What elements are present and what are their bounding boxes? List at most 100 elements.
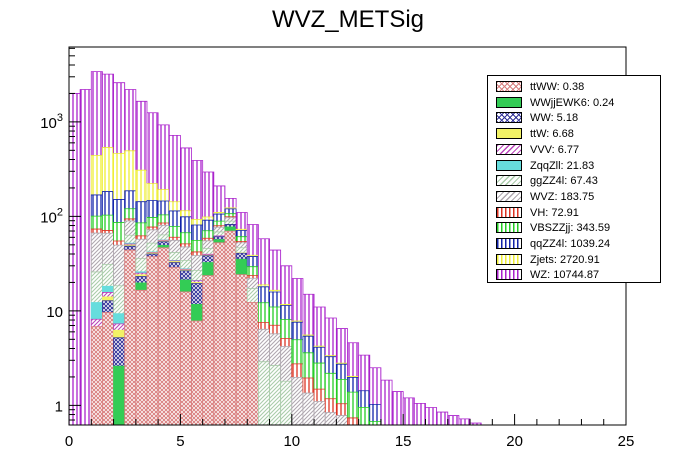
bar-wvz-bin-21 <box>302 393 315 425</box>
bar-ww-bin-11 <box>191 283 203 305</box>
bar-wz-bin-0 <box>69 93 81 425</box>
bar-wvz-bin-5 <box>124 220 136 236</box>
bar-vh-bin-8 <box>158 223 170 226</box>
bar-vbszzjj-bin-14 <box>224 213 237 217</box>
bar-wvz-bin-17 <box>258 329 270 362</box>
bar-wz-bin-5 <box>124 89 136 151</box>
bar-wz-bin-32 <box>425 407 437 425</box>
bar-qqzz4l-bin-10 <box>180 216 192 233</box>
bar-qqzz4l-bin-22 <box>314 347 326 364</box>
bar-vbszzjj-bin-16 <box>247 266 259 276</box>
bar-ttw-bin-10 <box>180 270 192 271</box>
bar-wz-bin-2 <box>91 71 103 156</box>
bar-ggzz4l-bin-2 <box>91 271 103 303</box>
legend-label: VBSZZjj: 343.59 <box>530 222 611 235</box>
bar-vh-bin-4 <box>113 241 125 246</box>
bar-ttww-bin-5 <box>124 250 136 425</box>
bar-zqqzll-bin-3 <box>102 286 114 293</box>
chart-title: WVZ_METSig <box>271 6 424 33</box>
bar-zjets-bin-4 <box>113 153 125 200</box>
bar-wz-bin-27 <box>369 367 381 405</box>
bar-ttww-bin-13 <box>213 242 225 425</box>
bar-ggzz4l-bin-16 <box>247 288 259 303</box>
bar-zqqzll-bin-2 <box>91 302 103 320</box>
bar-vh-bin-5 <box>124 218 136 221</box>
bar-wz-bin-3 <box>102 74 114 148</box>
bar-ttw-bin-9 <box>169 261 181 263</box>
bar-zjets-bin-9 <box>169 201 181 211</box>
legend-label: Zjets: 2720.91 <box>530 253 600 266</box>
bar-vh-bin-15 <box>236 241 248 243</box>
bar-wwjjewk6-bin-12 <box>202 262 214 276</box>
bar-qqzz4l-bin-12 <box>202 220 214 231</box>
bar-qqzz4l-bin-23 <box>325 356 337 374</box>
bar-vvv-bin-6 <box>135 273 147 275</box>
bar-ggzz4l-bin-8 <box>158 234 170 240</box>
bar-vbszzjj-bin-7 <box>146 217 159 228</box>
bar-zjets-bin-10 <box>180 210 192 217</box>
bar-vbszzjj-bin-12 <box>202 230 214 239</box>
bar-zjets-bin-17 <box>258 284 270 287</box>
bar-vvv-bin-5 <box>124 243 136 246</box>
bar-wz-bin-25 <box>347 342 359 377</box>
bar-ggzz4l-bin-5 <box>124 235 136 244</box>
bar-vvv-bin-12 <box>202 254 214 256</box>
bar-vh-bin-11 <box>191 251 203 256</box>
bar-qqzz4l-bin-16 <box>247 256 259 267</box>
bar-wvz-bin-22 <box>314 401 326 425</box>
legend-label: ttWW: 0.38 <box>530 81 585 93</box>
legend-swatch <box>496 128 522 140</box>
bar-vbszzjj-bin-20 <box>291 339 303 364</box>
bar-zjets-bin-23 <box>325 355 337 357</box>
bar-vh-bin-7 <box>146 227 159 230</box>
bar-wwjjewk6-bin-13 <box>213 239 225 243</box>
x-tick-label: 5 <box>176 433 184 450</box>
bar-ttww-bin-8 <box>158 247 170 425</box>
legend-label: WVZ: 183.75 <box>530 190 595 203</box>
bar-ttww-bin-2 <box>91 326 103 425</box>
bar-ttww-bin-9 <box>169 267 181 425</box>
bar-ww-bin-7 <box>146 253 159 257</box>
legend-swatch <box>496 159 522 171</box>
bar-ttww-bin-7 <box>146 256 159 425</box>
bar-wvz-bin-16 <box>247 278 259 289</box>
bar-qqzz4l-bin-25 <box>347 377 359 393</box>
bar-vh-bin-25 <box>347 417 359 425</box>
bar-wz-bin-31 <box>414 403 426 425</box>
bar-wz-bin-28 <box>380 380 393 425</box>
bar-wz-bin-22 <box>314 306 326 347</box>
bar-wz-bin-16 <box>247 224 259 256</box>
bar-wz-bin-21 <box>302 294 315 336</box>
bar-qqzz4l-bin-11 <box>191 225 203 241</box>
bar-vh-bin-21 <box>302 377 315 394</box>
bar-vvv-bin-11 <box>191 280 203 283</box>
bar-qqzz4l-bin-17 <box>258 286 270 303</box>
bar-ggzz4l-bin-15 <box>236 247 248 253</box>
legend-label: WZ: 10744.87 <box>530 269 600 282</box>
bar-vbszzjj-bin-11 <box>191 240 203 252</box>
bar-zjets-bin-8 <box>158 189 170 201</box>
bar-zqqzll-bin-4 <box>113 313 125 324</box>
y-tick-label: 103 <box>40 112 63 132</box>
bar-wz-bin-33 <box>436 412 448 425</box>
bar-wwjjewk6-bin-8 <box>158 245 170 248</box>
legend-label: ZqqZll: 21.83 <box>530 159 595 172</box>
legend-entry: qqZZ4l: 1039.24 <box>488 236 660 252</box>
bar-ggzz4l-bin-3 <box>102 264 114 287</box>
bar-qqzz4l-bin-15 <box>236 230 248 237</box>
bar-ww-bin-4 <box>113 337 125 367</box>
histogram-stack <box>68 71 482 426</box>
bar-qqzz4l-bin-8 <box>158 200 170 215</box>
bar-wwjjewk6-bin-15 <box>236 259 248 275</box>
bar-qqzz4l-bin-9 <box>169 210 181 227</box>
bar-qqzz4l-bin-26 <box>358 390 370 408</box>
bar-ttw-bin-5 <box>124 245 136 247</box>
bar-zjets-bin-5 <box>124 150 136 191</box>
bar-zjets-bin-19 <box>280 304 292 306</box>
bar-wvz-bin-14 <box>224 217 237 222</box>
bar-zjets-bin-13 <box>213 212 225 215</box>
bar-wvz-bin-4 <box>113 245 125 286</box>
bar-wvz-bin-15 <box>236 242 248 248</box>
legend-entry: VH: 72.91 <box>488 205 660 221</box>
